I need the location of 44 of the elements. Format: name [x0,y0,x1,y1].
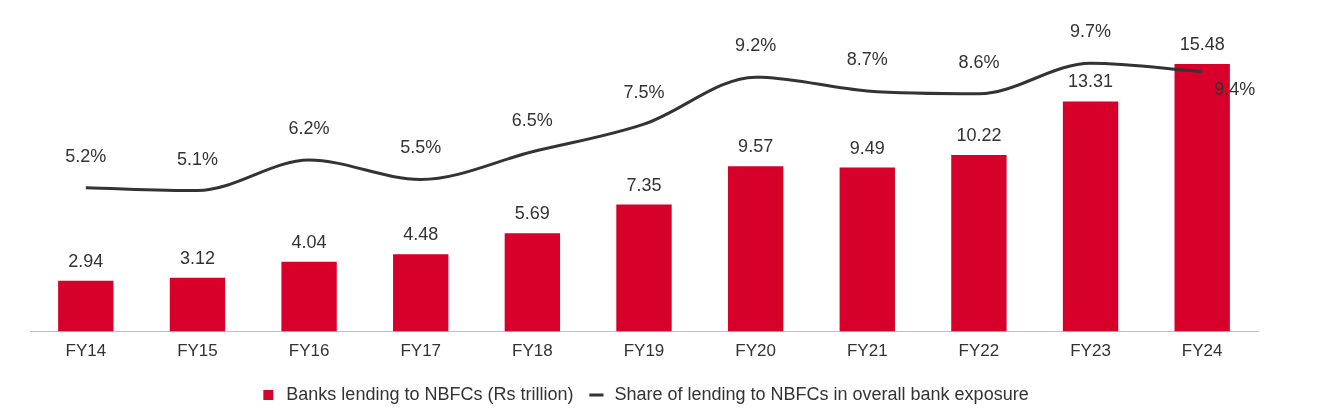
x-tick-label: FY17 [400,341,442,361]
data-label: 7.35 [626,174,662,195]
data-label: 9.7% [1070,21,1112,42]
x-tick-label: FY18 [512,341,553,361]
x-tick-label: FY15 [177,341,218,361]
bar [727,166,784,332]
bar [281,261,337,332]
bar [839,167,895,332]
x-tick-label: FY24 [1181,341,1223,361]
data-label: 2.94 [68,250,104,271]
bar [616,204,672,332]
data-label: 5.2% [65,145,107,166]
data-label: 5.1% [176,148,218,169]
data-label: 7.5% [623,82,665,103]
x-tick-label: FY21 [846,341,888,361]
data-label: 8.7% [846,48,888,69]
data-label: 5.5% [400,137,442,158]
bar [504,233,561,332]
data-label: 4.48 [403,224,439,245]
x-tick-label: FY14 [65,341,107,361]
bar [1062,101,1119,332]
x-tick-label: FY22 [958,341,1000,361]
data-label: 8.6% [958,51,1000,72]
x-tick-label: FY20 [735,341,776,361]
bar [58,280,114,332]
bar [951,154,1007,332]
x-tick-label: FY16 [288,341,330,361]
data-label: 9.2% [735,35,777,56]
data-label: 10.22 [956,124,1002,145]
data-label: 13.31 [1068,71,1114,92]
bar [393,254,449,332]
data-label: 9.57 [738,136,774,157]
x-tick-label: FY19 [623,341,665,361]
data-label: 4.04 [291,231,327,252]
data-label: 6.2% [288,118,330,139]
bar [169,277,226,332]
legend-label: Share of lending to NBFCs in overall bank exposure [614,383,1029,404]
data-label: 15.48 [1179,33,1225,54]
data-label: 3.12 [179,247,215,268]
data-label: 5.69 [514,203,550,224]
data-label: 6.5% [511,109,553,130]
legend-label: Banks lending to NBFCs (Rs trillion) [286,383,574,404]
x-tick-label: FY23 [1070,341,1111,361]
data-label: 9.49 [849,137,885,158]
